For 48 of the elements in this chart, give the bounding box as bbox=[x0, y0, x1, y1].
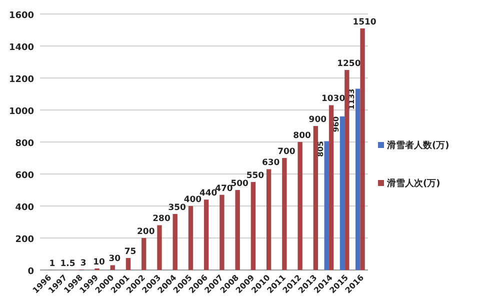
bar bbox=[282, 158, 287, 270]
data-label: 800 bbox=[293, 131, 312, 141]
y-tick-label: 0 bbox=[28, 267, 34, 277]
data-label: 700 bbox=[278, 147, 296, 157]
y-tick-label: 800 bbox=[15, 139, 34, 149]
bar bbox=[204, 200, 209, 270]
data-label: 900 bbox=[308, 115, 327, 125]
bar bbox=[356, 88, 360, 270]
bar bbox=[142, 238, 146, 270]
data-label: 3 bbox=[80, 258, 86, 269]
y-tick-label: 400 bbox=[15, 203, 34, 213]
data-label: 1510 bbox=[352, 17, 376, 28]
bar bbox=[360, 28, 365, 270]
data-label: 630 bbox=[262, 158, 280, 168]
y-tick-label: 600 bbox=[15, 171, 34, 181]
legend-label: 滑雪者人数(万) bbox=[386, 140, 450, 151]
bar bbox=[340, 116, 345, 270]
bar bbox=[266, 169, 272, 270]
data-label: 1.5 bbox=[60, 258, 76, 269]
y-tick-label: 1000 bbox=[8, 107, 34, 117]
legend-label: 滑雪人次(万) bbox=[386, 178, 440, 189]
data-label: 550 bbox=[246, 171, 264, 181]
data-label: 1250 bbox=[337, 59, 361, 69]
bar bbox=[324, 141, 329, 270]
y-tick-label: 1600 bbox=[8, 11, 34, 21]
y-tick-label: 200 bbox=[15, 235, 34, 245]
data-label: 200 bbox=[136, 227, 155, 237]
data-label: 350 bbox=[168, 203, 186, 213]
bar bbox=[235, 190, 240, 270]
data-label: 1 bbox=[49, 258, 56, 269]
data-label: 400 bbox=[184, 195, 202, 205]
data-label: 10 bbox=[93, 257, 105, 268]
data-label: 30 bbox=[108, 254, 121, 264]
bar bbox=[298, 142, 302, 270]
bar bbox=[110, 265, 115, 270]
bar bbox=[250, 182, 256, 270]
bar bbox=[328, 105, 334, 270]
bar bbox=[126, 258, 131, 270]
bar bbox=[313, 126, 318, 270]
y-tick-label: 1400 bbox=[8, 43, 34, 53]
bar bbox=[157, 225, 162, 270]
bar bbox=[172, 214, 178, 270]
data-label: 75 bbox=[124, 247, 136, 257]
bar bbox=[188, 206, 194, 270]
y-tick-label: 1200 bbox=[8, 75, 34, 85]
data-label: 280 bbox=[152, 214, 170, 224]
bar bbox=[344, 70, 350, 270]
bar bbox=[220, 194, 224, 270]
